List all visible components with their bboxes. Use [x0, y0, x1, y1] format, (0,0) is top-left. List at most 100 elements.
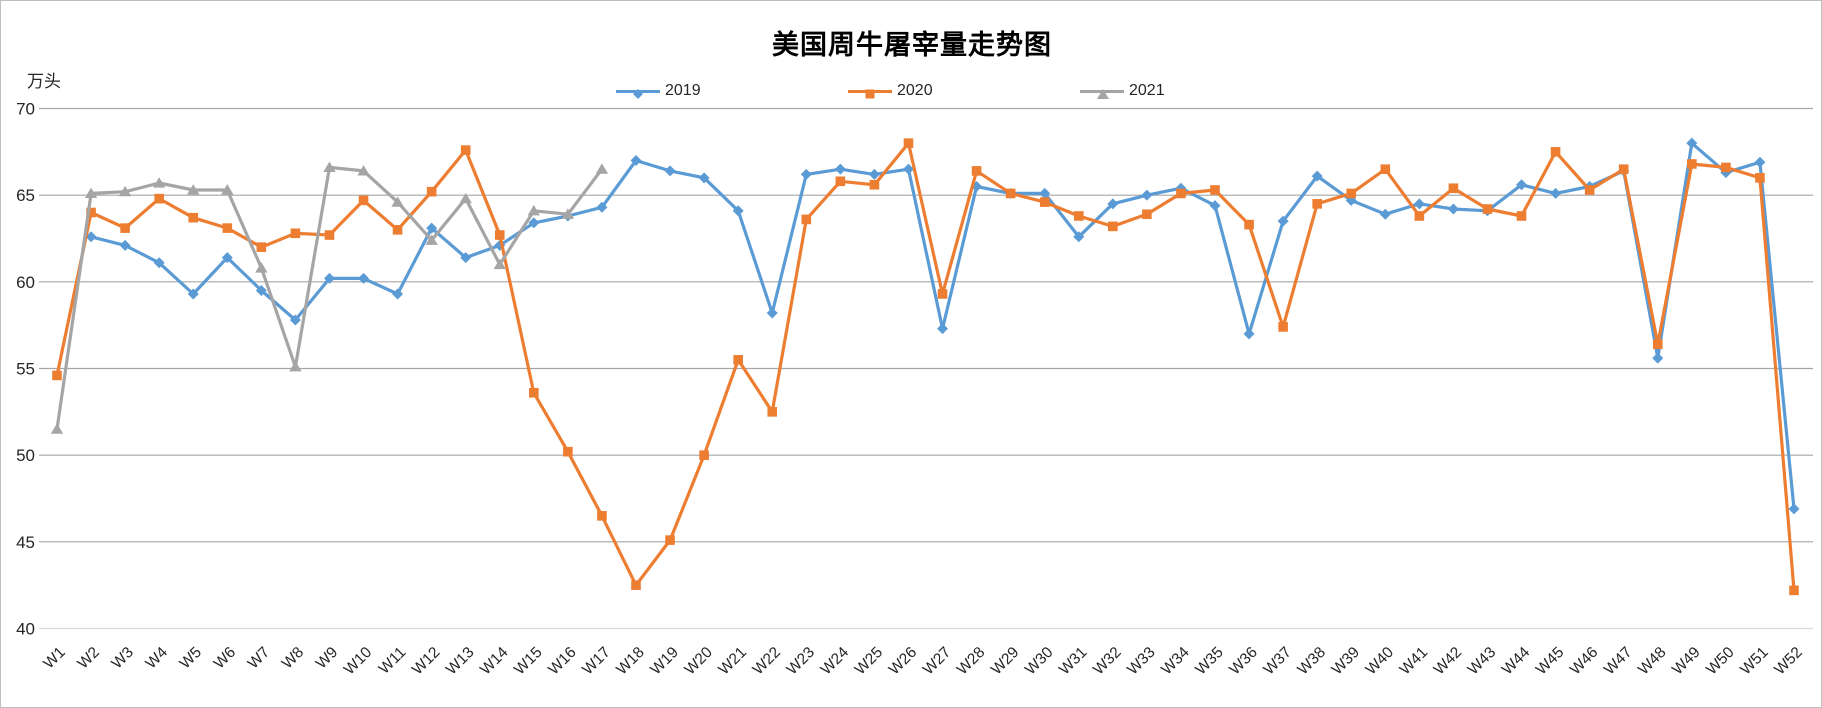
y-tick-label-70: 70: [16, 100, 35, 119]
diamond-marker: [358, 272, 370, 284]
x-tick-label-W13: W13: [443, 644, 478, 679]
diamond-marker-icon: [633, 86, 643, 99]
series-2019-markers: [85, 137, 1800, 515]
x-tick-label-W11: W11: [376, 644, 410, 678]
x-tick-label-W52: W52: [1771, 644, 1806, 679]
square-marker: [1687, 159, 1697, 169]
square-marker: [971, 166, 982, 176]
x-tick-label-W10: W10: [341, 644, 376, 679]
series-2020-markers: [52, 138, 1799, 596]
x-tick-label-W34: W34: [1158, 644, 1193, 679]
diamond-marker: [323, 272, 335, 284]
x-tick-label-W4: W4: [143, 644, 172, 673]
square-marker: [1516, 211, 1527, 221]
x-tick-label-W30: W30: [1022, 644, 1057, 679]
x-tick-label-W18: W18: [613, 644, 648, 679]
gridlines: [39, 107, 1813, 630]
chart-legend: 2019 2020 2021: [1, 81, 1821, 101]
square-marker: [1755, 173, 1765, 183]
x-tick-label-W31: W31: [1056, 644, 1091, 679]
triangle-marker: [118, 185, 132, 197]
y-tick-label-55: 55: [16, 360, 35, 379]
square-marker: [631, 580, 641, 590]
diamond-marker: [630, 155, 642, 166]
x-tick-label-W38: W38: [1294, 644, 1329, 679]
legend-swatch-2019: [616, 81, 660, 101]
diamond-marker: [426, 222, 438, 234]
diamond-marker: [255, 285, 267, 296]
square-marker: [1618, 164, 1629, 174]
diamond-marker: [766, 307, 778, 319]
x-tick-label-W19: W19: [647, 644, 682, 679]
square-marker: [835, 176, 846, 187]
diamond-marker: [460, 252, 472, 264]
diamond-marker: [187, 288, 199, 300]
x-tick-label-W42: W42: [1431, 644, 1466, 679]
x-tick-label-W23: W23: [784, 644, 819, 679]
x-tick-label-W36: W36: [1226, 644, 1261, 679]
x-tick-label-W6: W6: [211, 644, 239, 672]
legend-label-2021: 2021: [1129, 82, 1165, 99]
square-marker: [1482, 204, 1493, 214]
square-marker: [1584, 185, 1595, 195]
x-tick-label-W12: W12: [409, 644, 444, 679]
square-marker: [1448, 183, 1459, 194]
x-tick-label-W3: W3: [108, 644, 136, 672]
square-marker: [937, 289, 948, 299]
x-tick-label-W48: W48: [1635, 644, 1670, 679]
x-tick-label-W25: W25: [852, 644, 887, 679]
series-2021: [50, 161, 609, 434]
square-marker: [665, 535, 675, 545]
x-tick-label-W41: W41: [1397, 644, 1432, 679]
square-marker: [1652, 339, 1663, 350]
x-tick-label-W45: W45: [1533, 644, 1568, 679]
legend-item-2020: 2020: [848, 81, 933, 101]
diamond-marker: [1379, 208, 1391, 220]
square-marker: [324, 230, 335, 240]
square-marker: [290, 228, 301, 239]
y-tick-label-45: 45: [16, 533, 35, 552]
square-marker: [1312, 199, 1322, 209]
x-tick-label-W40: W40: [1363, 644, 1398, 679]
diamond-marker: [664, 165, 676, 177]
x-tick-label-W9: W9: [313, 644, 341, 672]
diamond-marker: [732, 205, 744, 217]
x-tick-label-W8: W8: [279, 644, 307, 672]
triangle-marker: [289, 360, 302, 372]
diamond-marker: [1107, 198, 1119, 210]
legend-item-2021: 2021: [1080, 81, 1165, 101]
square-marker: [733, 355, 743, 365]
diamond-marker: [1413, 198, 1425, 210]
diamond-marker: [1447, 203, 1459, 215]
x-tick-label-W44: W44: [1499, 644, 1534, 679]
triangle-marker: [561, 208, 575, 219]
x-tick-label-W46: W46: [1567, 644, 1602, 679]
diamond-marker: [937, 323, 949, 335]
square-marker: [869, 179, 880, 190]
y-tick-label-65: 65: [16, 186, 35, 205]
legend-item-2019: 2019: [616, 81, 701, 101]
square-marker: [120, 223, 130, 233]
square-marker: [1176, 188, 1186, 199]
x-tick-label-W22: W22: [750, 644, 785, 679]
y-tick-label-60: 60: [16, 273, 35, 292]
diamond-marker: [800, 168, 812, 180]
legend-label-2020: 2020: [897, 82, 933, 99]
x-tick-label-W5: W5: [177, 644, 205, 672]
square-marker: [1380, 164, 1391, 174]
square-marker: [460, 145, 471, 155]
y-tick-label-40: 40: [16, 620, 35, 639]
triangle-marker: [323, 161, 336, 173]
series-2021-markers: [50, 161, 609, 434]
diamond-marker: [868, 168, 880, 180]
triangle-marker-icon: [1097, 86, 1109, 99]
square-marker: [426, 186, 437, 197]
x-tick-label-W43: W43: [1465, 644, 1500, 679]
square-marker: [1414, 211, 1425, 221]
square-marker: [699, 450, 709, 460]
triangle-marker: [357, 165, 370, 176]
diamond-marker: [834, 163, 846, 175]
triangle-marker: [459, 192, 472, 204]
triangle-marker: [84, 187, 98, 199]
x-tick-label-W51: W51: [1737, 644, 1772, 679]
